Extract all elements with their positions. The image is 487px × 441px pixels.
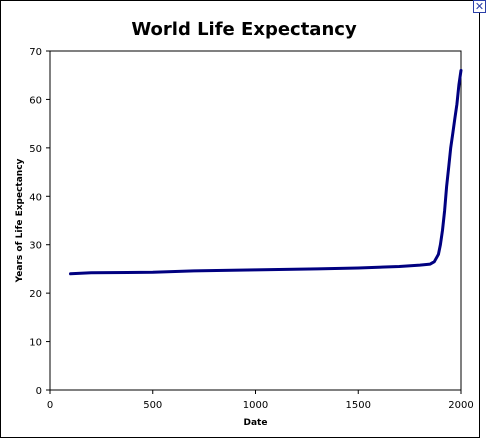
chart-title: World Life Expectancy bbox=[131, 19, 357, 40]
y-tick-label: 10 bbox=[29, 338, 42, 349]
data-point bbox=[316, 268, 318, 270]
close-button[interactable]: ✕ bbox=[473, 0, 486, 13]
y-axis-title: Years of Life Expectancy bbox=[15, 158, 25, 283]
data-point bbox=[451, 132, 454, 135]
data-point bbox=[456, 103, 458, 106]
x-tick-label: 1500 bbox=[346, 400, 371, 411]
x-tick-label: 1000 bbox=[243, 400, 268, 411]
y-tick-label: 70 bbox=[29, 47, 42, 58]
y-tick-label: 40 bbox=[29, 192, 42, 203]
data-point bbox=[398, 265, 401, 268]
close-icon: ✕ bbox=[474, 0, 485, 13]
chart-border bbox=[0, 0, 480, 438]
data-point bbox=[357, 267, 360, 269]
y-tick-label: 50 bbox=[29, 144, 42, 155]
data-point bbox=[193, 270, 195, 272]
data-point bbox=[419, 264, 421, 266]
y-tick-label: 30 bbox=[29, 241, 42, 252]
x-axis-title: Date bbox=[244, 418, 268, 428]
x-tick-label: 2000 bbox=[448, 400, 473, 411]
data-point bbox=[90, 272, 92, 274]
data-point bbox=[441, 229, 444, 231]
x-tick-label: 0 bbox=[47, 400, 53, 411]
data-point bbox=[445, 185, 448, 188]
y-tick-label: 60 bbox=[29, 95, 42, 106]
data-point bbox=[449, 147, 452, 149]
data-point bbox=[447, 166, 450, 169]
data-point bbox=[433, 260, 436, 263]
y-tick-label: 20 bbox=[29, 289, 42, 300]
data-point bbox=[69, 272, 72, 275]
data-point bbox=[439, 243, 442, 246]
data-point bbox=[437, 253, 440, 256]
plot-area: 0 10 20 30 40 50 60 70 0 500 1000 1500 2000 Date Years… bbox=[15, 47, 474, 428]
data-point bbox=[151, 271, 154, 274]
y-tick-label: 0 bbox=[36, 386, 42, 397]
data-point bbox=[454, 118, 456, 120]
data-point bbox=[429, 263, 431, 265]
x-tick-label: 500 bbox=[143, 400, 162, 411]
data-point bbox=[443, 210, 446, 212]
data-point bbox=[460, 69, 462, 72]
data-point bbox=[254, 269, 257, 271]
data-point bbox=[458, 84, 460, 86]
